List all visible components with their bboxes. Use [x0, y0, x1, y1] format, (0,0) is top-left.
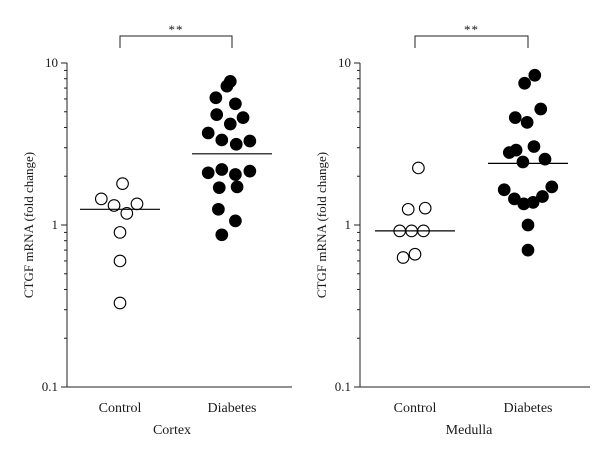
control-data-point [116, 177, 129, 190]
control-data-point [396, 251, 410, 264]
y-tick-label: 1 [345, 217, 352, 232]
significance-label: ** [169, 22, 184, 37]
diabetes-data-point [229, 168, 242, 181]
diabetes-data-point [212, 181, 226, 195]
panel-label: Medulla [446, 423, 493, 438]
diabetes-data-point [229, 97, 242, 111]
category-label: Control [99, 401, 142, 416]
diabetes-data-point [243, 134, 257, 148]
control-data-point [113, 254, 127, 268]
diabetes-data-point [526, 195, 540, 209]
diabetes-data-point [243, 164, 257, 178]
significance-bracket [414, 35, 529, 48]
y-axis-label: CTGF mRNA (fold change) [21, 152, 36, 298]
control-data-point [408, 247, 422, 261]
control-data-point [113, 226, 127, 239]
diabetes-data-point [536, 190, 549, 203]
diabetes-data-point [521, 218, 535, 232]
diabetes-data-point [545, 180, 559, 194]
diabetes-data-point [527, 140, 541, 153]
diabetes-data-point [215, 133, 229, 147]
diabetes-data-point [518, 76, 531, 90]
control-data-point [94, 192, 108, 206]
y-tick-label: 0.1 [335, 379, 351, 394]
category-label: Diabetes [208, 401, 257, 416]
control-data-point [107, 199, 121, 212]
significance-bracket [119, 35, 233, 48]
category-label: Diabetes [504, 401, 553, 416]
diabetes-data-point [516, 155, 530, 169]
diabetes-data-point [229, 214, 242, 228]
diabetes-data-point [520, 116, 534, 129]
diabetes-data-point [528, 68, 542, 82]
control-data-point [412, 161, 425, 175]
diabetes-data-point [497, 183, 511, 197]
diabetes-data-point [223, 117, 237, 131]
diabetes-data-point [509, 143, 523, 157]
diabetes-data-point [201, 166, 215, 180]
diabetes-data-point [215, 228, 229, 242]
diabetes-data-point [236, 111, 250, 124]
diabetes-data-point [201, 126, 215, 140]
category-label: Control [394, 401, 437, 416]
control-data-point [113, 296, 127, 310]
control-data-point [130, 197, 144, 211]
y-tick-label: 10 [45, 55, 58, 70]
significance-label: ** [464, 22, 479, 37]
diabetes-data-point [209, 91, 223, 105]
diabetes-data-point [210, 108, 224, 121]
panel-label: Cortex [153, 423, 191, 438]
diabetes-data-point [538, 152, 552, 166]
diabetes-data-point [229, 137, 243, 151]
y-axis-label: CTGF mRNA (fold change) [314, 152, 329, 298]
diabetes-data-point [508, 111, 522, 124]
y-tick-label: 0.1 [42, 379, 58, 394]
control-data-point [401, 202, 415, 216]
medulla-panel: 0.1 1 10 CTGF mRNA (fold change) Control Diab… [314, 22, 590, 438]
control-data-point [120, 207, 134, 220]
diabetes-data-point [223, 75, 237, 88]
y-tick-label: 10 [338, 55, 351, 70]
diabetes-data-point [215, 163, 229, 176]
y-tick-label: 1 [52, 217, 59, 232]
diabetes-data-point [534, 102, 548, 116]
control-data-point [418, 201, 432, 215]
diabetes-data-point [212, 202, 225, 216]
diabetes-data-point [521, 243, 535, 257]
cortex-panel: 0.1 1 10 CTGF mRNA (fold change) Control Diab… [21, 22, 292, 438]
diabetes-data-point [230, 180, 244, 194]
